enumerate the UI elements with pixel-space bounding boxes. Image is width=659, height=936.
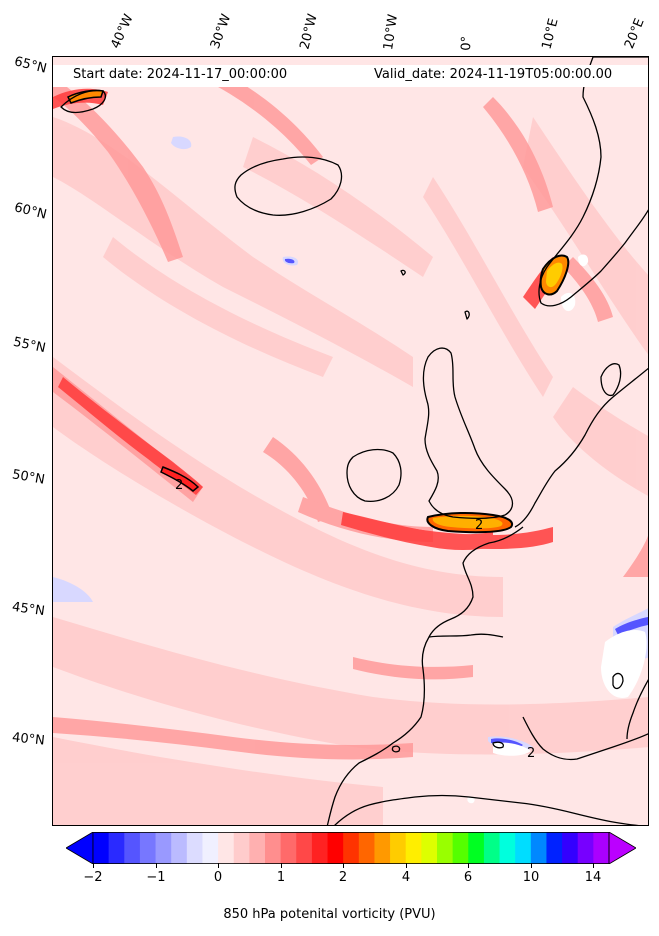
lon-label-40w: 40°W	[108, 12, 137, 52]
colorbar-swatch	[546, 832, 563, 864]
colorbar-swatch	[296, 832, 313, 864]
colorbar-tick-label: 4	[401, 870, 411, 885]
colorbar-swatch	[593, 832, 610, 864]
colorbar-swatch	[530, 832, 547, 864]
lat-label-60n: 60°N	[12, 200, 49, 223]
colorbar-swatch	[577, 832, 594, 864]
colorbar-swatch	[265, 832, 282, 864]
colorbar-tick-label: 2	[338, 870, 348, 885]
contour-label-england: 2	[475, 518, 483, 533]
coast-great-britain	[422, 347, 514, 519]
colorbar-swatch	[280, 832, 297, 864]
lat-label-45n: 45°N	[11, 599, 46, 620]
date-header-band	[53, 65, 648, 87]
lon-label-10e: 10°E	[539, 17, 562, 51]
pv-core-mid-atlantic	[160, 466, 200, 492]
colorbar-swatch	[233, 832, 250, 864]
colorbar-swatch	[327, 832, 344, 864]
lat-label-40n: 40°N	[11, 730, 46, 749]
colorbar-swatch	[155, 832, 172, 864]
colorbar-swatch	[421, 832, 438, 864]
colorbar-tick-label: 0	[213, 870, 223, 885]
coast-denmark	[600, 363, 622, 397]
colorbar-tick-label: 10	[522, 870, 540, 885]
potential-vorticity-map: 2 2 2	[53, 57, 648, 825]
lat-label-50n: 50°N	[10, 467, 46, 488]
colorbar-swatch	[249, 832, 266, 864]
colorbar-tick-label: −1	[146, 870, 166, 885]
colorbar-swatch	[139, 832, 157, 864]
colorbar-swatch	[390, 832, 407, 864]
lat-label-65n: 65°N	[12, 54, 49, 77]
colorbar	[65, 831, 637, 865]
contour-label-mediterranean: 2	[527, 746, 535, 761]
coast-italy	[626, 679, 648, 740]
colorbar-swatch	[343, 832, 360, 864]
coast-north-africa	[334, 794, 639, 825]
colorbar-swatch	[171, 832, 188, 864]
coast-balearic	[492, 741, 505, 749]
coast-shetland	[464, 310, 470, 320]
colorbar-swatch	[358, 832, 375, 864]
lon-label-20w: 20°W	[297, 12, 321, 51]
colorbar-swatch	[93, 832, 110, 864]
coast-azores	[391, 745, 401, 753]
colorbar-label: 850 hPa potenital vorticity (PVU)	[223, 907, 436, 922]
colorbar-swatch	[468, 832, 485, 864]
start-date-label: Start date: 2024-11-17_00:00:00	[73, 67, 288, 82]
colorbar-tick-label: 14	[584, 870, 602, 885]
colorbar-swatch	[483, 832, 501, 864]
colorbar-swatch	[108, 832, 125, 864]
colorbar-swatch	[499, 832, 516, 864]
colorbar-tick-label: 1	[276, 870, 286, 885]
lon-label-10w: 10°W	[381, 13, 401, 51]
coast-scandinavia	[538, 57, 648, 307]
colorbar-over-arrow	[608, 831, 637, 865]
coast-greenland	[60, 89, 107, 114]
colorbar-swatch	[186, 832, 203, 864]
map-panel: 2 2 2 Start date: 2024-11-17_00:00:00 Va…	[52, 56, 649, 826]
colorbar-frame	[92, 832, 610, 864]
colorbar-swatch	[437, 832, 454, 864]
coastlines	[60, 57, 648, 825]
coast-faroe	[400, 269, 406, 276]
colorbar-swatch	[202, 832, 219, 864]
colorbar-swatch	[374, 832, 391, 864]
lon-label-0: 0°	[459, 35, 475, 51]
colorbar-swatch	[452, 832, 469, 864]
colorbar-swatch	[218, 832, 235, 864]
lon-label-30w: 30°W	[207, 12, 235, 51]
coast-iceland	[234, 156, 343, 216]
pv-core-northwest	[66, 89, 104, 104]
lon-label-20e: 20°E	[622, 16, 648, 51]
colorbar-swatch	[515, 832, 532, 864]
coast-ireland	[346, 448, 402, 503]
colorbar-tick-label: 6	[463, 870, 473, 885]
colorbar-tick-label: −2	[83, 870, 103, 885]
colorbar-swatches	[65, 831, 637, 865]
lat-label-55n: 55°N	[11, 334, 47, 357]
contour-label-mid-atlantic: 2	[175, 478, 183, 493]
colorbar-swatch	[405, 832, 422, 864]
colorbar-under-arrow	[65, 831, 94, 865]
colorbar-swatch	[124, 832, 141, 864]
coast-iberia-north	[428, 633, 504, 638]
coast-corsica	[612, 672, 624, 690]
colorbar-swatch	[562, 832, 579, 864]
coast-mediterranean	[522, 716, 648, 761]
colorbar-swatch	[311, 832, 329, 864]
coast-europe-north	[514, 367, 648, 528]
coast-france-iberia	[326, 526, 524, 825]
valid-date-label: Valid_date: 2024-11-19T05:00:00.00	[374, 67, 613, 82]
